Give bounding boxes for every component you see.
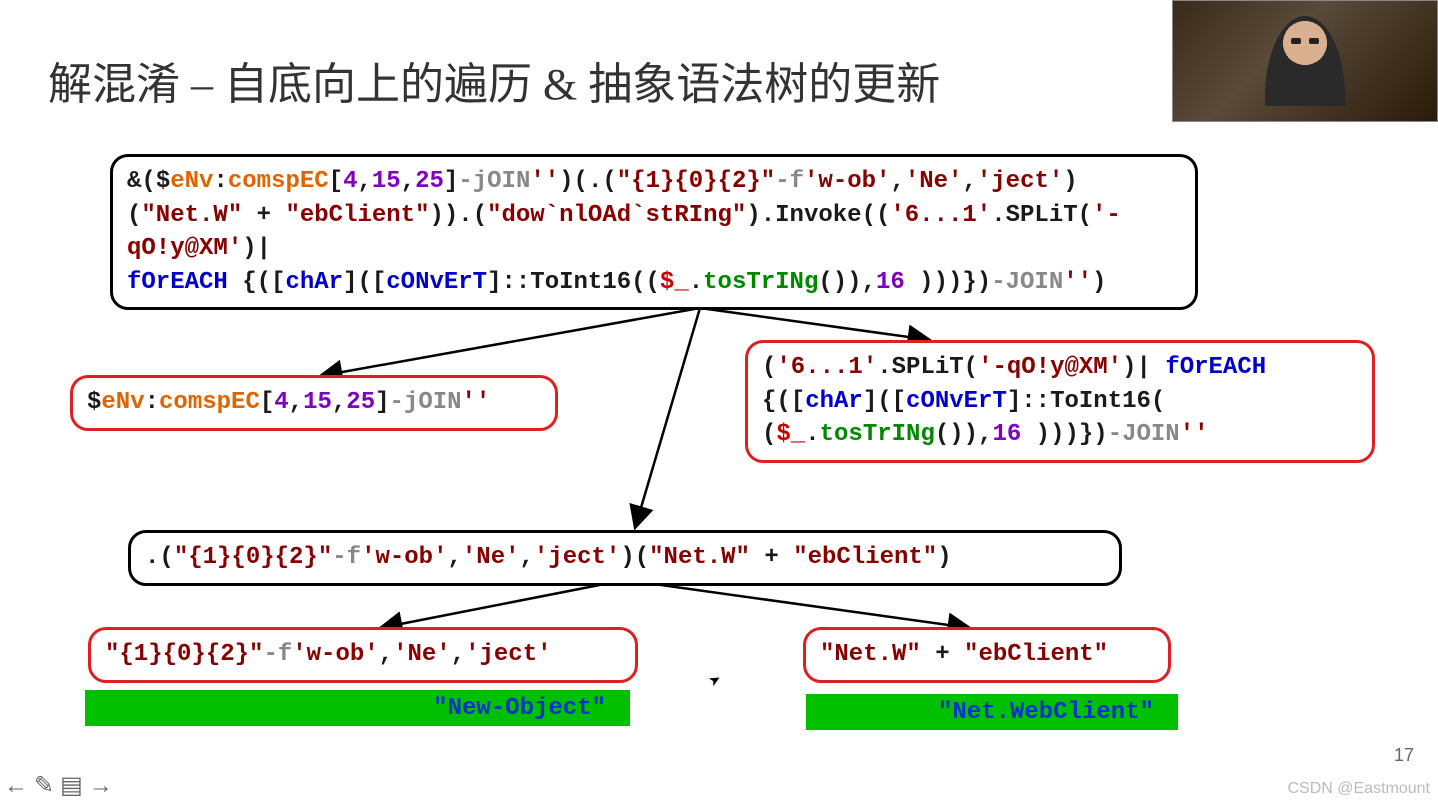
- code-node-right1: ('6...1'.SPLiT('-qO!y@XM')| fOrEACH{([ch…: [745, 340, 1375, 463]
- code-node-mid: .("{1}{0}{2}"-f'w-ob','Ne','ject')("Net.…: [128, 530, 1122, 586]
- page-number: 17: [1394, 745, 1414, 766]
- presenter-silhouette: [1265, 16, 1345, 106]
- nav-edit-icon[interactable]: ✎: [34, 771, 54, 800]
- nav-next-icon[interactable]: →: [89, 772, 113, 800]
- slide-title: 解混淆 – 自底向上的遍历 & 抽象语法树的更新: [48, 48, 940, 112]
- code-node-left2: "{1}{0}{2}"-f'w-ob','Ne','ject': [88, 627, 638, 683]
- code-node-root: &($eNv:comspEC[4,15,25]-jOIN'')(.("{1}{0…: [110, 154, 1198, 310]
- mouse-cursor: ➤: [704, 667, 727, 696]
- watermark-text: CSDN @Eastmount: [1287, 780, 1430, 798]
- code-node-right2: "Net.W" + "ebClient": [803, 627, 1171, 683]
- code-node-left1: $eNv:comspEC[4,15,25]-jOIN'': [70, 375, 558, 431]
- nav-list-icon[interactable]: ▤: [60, 771, 83, 800]
- nav-prev-icon[interactable]: ←: [4, 772, 28, 800]
- result-bar-0: "New-Object": [85, 690, 630, 726]
- result-bar-1: "Net.WebClient": [806, 694, 1178, 730]
- nav-toolbar: ← ✎ ▤ →: [4, 771, 113, 800]
- presenter-webcam: [1172, 0, 1438, 122]
